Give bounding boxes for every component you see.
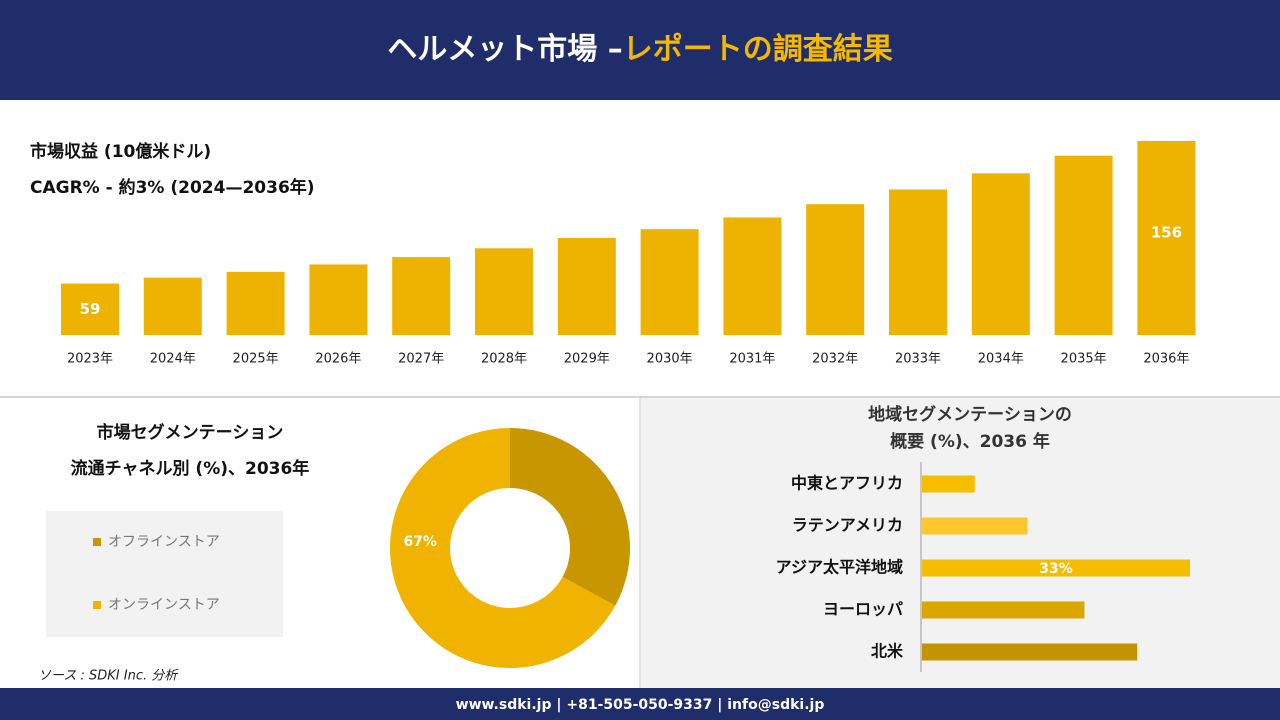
x-tick-label: 2036年 — [1143, 352, 1189, 367]
value-label: 67% — [403, 534, 437, 550]
bar — [971, 173, 1030, 335]
bar — [1137, 141, 1196, 335]
x-tick-label: 2033年 — [895, 352, 941, 367]
x-tick-label: 2034年 — [978, 352, 1024, 367]
x-tick-label: 2028年 — [481, 352, 527, 367]
x-tick-label: 2024年 — [150, 352, 196, 367]
source-note: ソース : SDKI Inc. 分析 — [38, 669, 179, 684]
bar — [475, 248, 533, 335]
y-tick-label: ヨーロッパ — [823, 600, 903, 619]
y-tick-label: 北米 — [871, 642, 904, 661]
donut-slice — [390, 428, 616, 668]
legend-box — [46, 511, 283, 637]
bar — [557, 238, 616, 335]
bar — [922, 601, 1085, 619]
title-part: ヘルメット市場 – — [387, 32, 622, 67]
y-tick-label: アジア太平洋地域 — [776, 558, 903, 577]
page-title: ヘルメット市場 –レポートの調査結果 — [387, 32, 892, 67]
value-label: 156 — [1151, 224, 1182, 242]
x-tick-label: 2025年 — [233, 352, 279, 367]
chart-title: 市場セグメンテーション — [97, 422, 284, 443]
bar — [143, 277, 202, 335]
chart-title: 地域セグメンテーションの — [868, 404, 1072, 425]
value-label: 33% — [1039, 561, 1073, 577]
bar — [922, 475, 975, 493]
bar — [889, 189, 947, 335]
panel-right — [641, 398, 1280, 688]
y-tick-label: ラテンアメリカ — [792, 516, 903, 535]
y-tick-label: 中東とアフリカ — [791, 474, 903, 493]
x-tick-label: 2035年 — [1061, 352, 1107, 367]
bar — [226, 271, 285, 335]
bar — [806, 204, 865, 335]
legend-label: オフラインストア — [108, 534, 220, 550]
legend-swatch — [93, 538, 101, 546]
footer-bar — [0, 688, 1280, 720]
x-tick-label: 2030年 — [647, 352, 693, 367]
bar — [1054, 155, 1113, 335]
bar — [922, 517, 1028, 535]
value-label: 59 — [80, 300, 101, 318]
x-tick-label: 2026年 — [315, 352, 361, 367]
chart-title: 市場収益 (10億米ドル) — [30, 141, 211, 162]
header-bar — [0, 0, 1280, 100]
bar — [922, 643, 1138, 661]
title-part: レポートの調査結果 — [623, 32, 893, 67]
legend-swatch — [93, 601, 101, 609]
x-tick-label: 2027年 — [398, 352, 444, 367]
bar — [922, 559, 1190, 577]
footer-contact: www.sdki.jp | +81-505-050-9337 | info@sd… — [456, 697, 825, 713]
x-tick-label: 2023年 — [67, 352, 113, 367]
x-tick-label: 2032年 — [812, 352, 858, 367]
bar — [309, 264, 368, 335]
x-tick-label: 2029年 — [564, 352, 610, 367]
bar — [723, 217, 782, 335]
chart-subtitle: CAGR% - 約3% (2024—2036年) — [30, 177, 315, 198]
x-tick-label: 2031年 — [729, 352, 775, 367]
bar — [640, 229, 699, 335]
legend-label: オンラインストア — [108, 597, 220, 613]
chart-title: 流通チャネル別 (%)、2036年 — [71, 458, 310, 479]
chart-title: 概要 (%)、2036 年 — [890, 431, 1050, 452]
bar — [392, 257, 451, 335]
donut-slice — [510, 428, 630, 606]
bar — [61, 283, 119, 335]
